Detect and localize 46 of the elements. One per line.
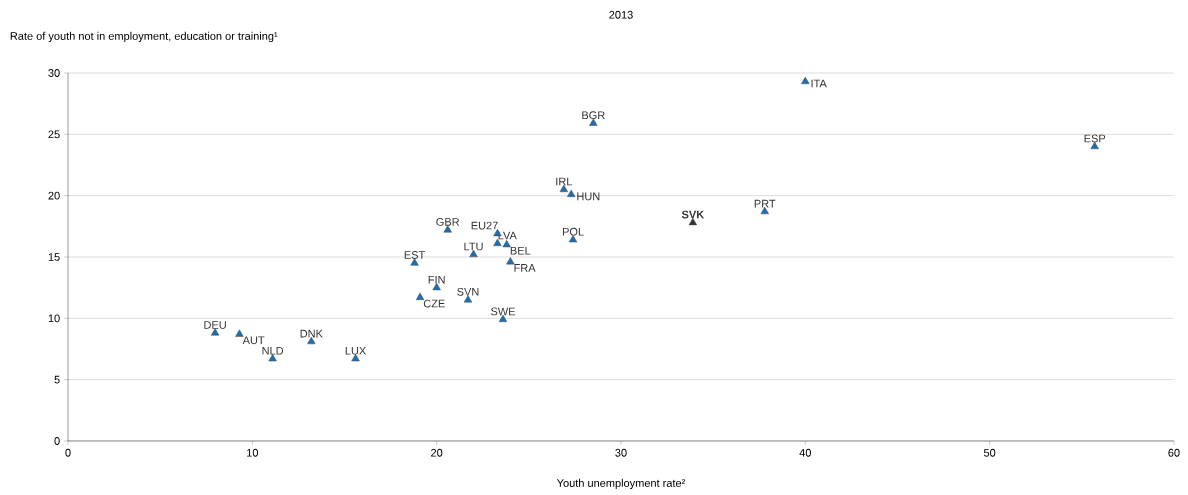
x-tick-label: 40 — [799, 448, 811, 457]
annotation: AUT — [242, 336, 265, 345]
annotation: EST — [404, 251, 425, 259]
annotation: GBR — [436, 218, 460, 226]
annotation: PRT — [754, 199, 776, 208]
annotation: LVA — [498, 231, 517, 240]
point — [567, 189, 576, 197]
annotation: SVK — [681, 210, 705, 219]
annotation: FIN — [428, 275, 445, 284]
annotation: LUX — [345, 346, 367, 355]
y-tick-label: 0 — [54, 437, 60, 445]
annotation: DNK — [300, 329, 323, 338]
annotation: FRA — [514, 264, 536, 272]
annotation: ITA — [811, 79, 827, 88]
y-tick-label: 30 — [48, 69, 60, 77]
annotation: ESP — [1084, 134, 1106, 143]
y-axis-title: Rate of youth not in employment, education or training¹ — [10, 31, 278, 43]
annotation: EU27 — [471, 221, 498, 230]
x-tick-label: 10 — [247, 448, 259, 457]
point — [506, 257, 515, 265]
y-tick-label: 15 — [48, 253, 60, 261]
annotation: CZE — [423, 299, 445, 308]
x-tick-label: 60 — [1168, 448, 1180, 457]
annotation: SVN — [457, 287, 479, 296]
annotation: POL — [562, 227, 584, 236]
annotation: BGR — [582, 111, 605, 120]
x-tick-label: 0 — [65, 448, 71, 457]
x-tick-label: 30 — [615, 448, 627, 457]
y-tick-label: 20 — [48, 191, 60, 200]
point — [801, 76, 810, 85]
annotation: NLD — [262, 347, 284, 355]
annotation: BEL — [510, 246, 531, 255]
annotation: HUN — [577, 192, 600, 201]
point — [415, 292, 425, 300]
annotation: SWE — [490, 307, 516, 316]
x-axis-title: Youth unemployment rate² — [556, 478, 686, 490]
annotation: IRL — [556, 177, 573, 186]
x-tick-label: 20 — [431, 448, 443, 457]
point — [235, 329, 244, 337]
annotation: DEU — [204, 321, 226, 329]
y-tick-label: 10 — [48, 314, 60, 323]
y-tick-label: 5 — [54, 375, 60, 384]
x-tick-label: 50 — [983, 448, 996, 457]
y-tick-label: 25 — [48, 130, 60, 139]
chart-title: 2013 — [609, 10, 633, 19]
annotation: LTU — [464, 242, 483, 251]
